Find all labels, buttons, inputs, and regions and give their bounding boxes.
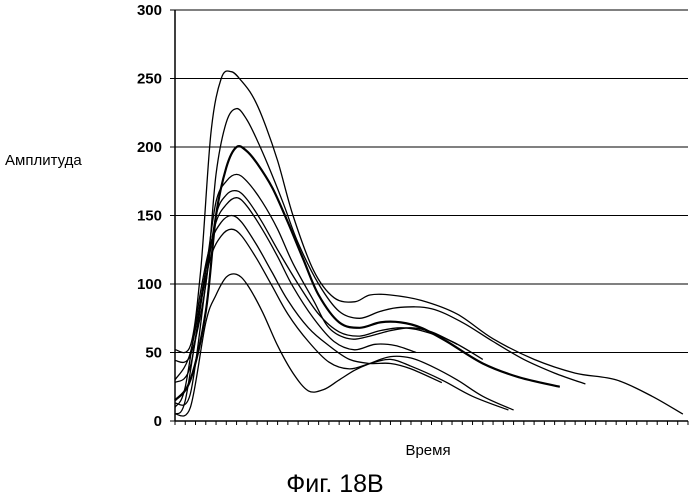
figure-caption: Фиг. 18B [286,470,383,498]
y-tick-label: 200 [137,139,162,156]
y-tick-label: 50 [145,345,162,362]
axes [170,10,688,425]
series-line [175,109,585,384]
series-line [175,229,508,414]
y-axis-label: Амплитуда [5,152,82,169]
y-tick-label: 100 [137,276,162,293]
series-line [175,274,514,416]
series-line [175,71,683,414]
series-lines [175,71,683,416]
y-tick-labels: 0 50 100 150 200 250 300 [137,2,162,430]
y-tick-label: 250 [137,71,162,88]
y-tick-label: 300 [137,2,162,19]
y-tick-label: 150 [137,208,162,225]
x-axis-label: Время [405,442,450,459]
y-tick-label: 0 [154,413,162,430]
gridlines [175,10,688,353]
